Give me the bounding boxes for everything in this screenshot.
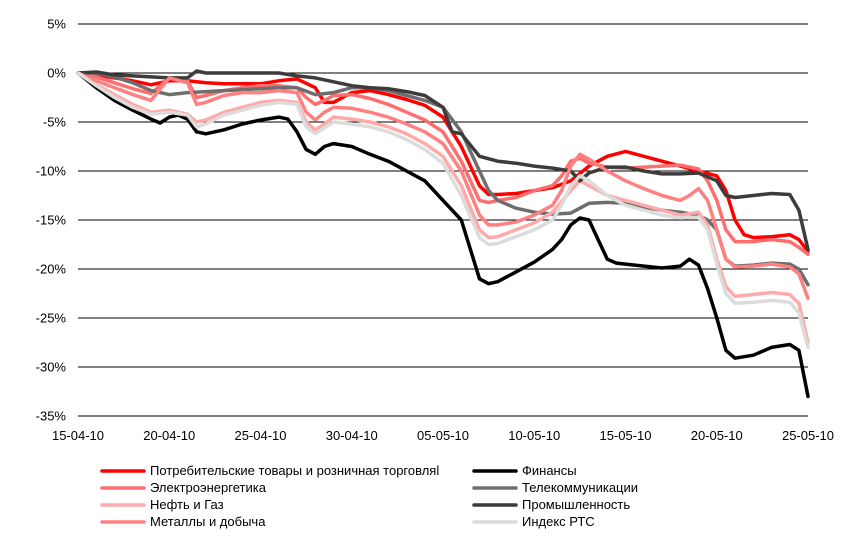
series-line-8	[76, 71, 810, 350]
x-tick-label: 25-05-10	[782, 428, 834, 443]
legend-item: Потребительские товары и розничная торго…	[100, 462, 439, 479]
legend-swatch	[472, 466, 518, 476]
series-line-5	[76, 71, 810, 345]
legend-label: Финансы	[522, 463, 577, 478]
legend-item: Телекоммуникации	[472, 479, 638, 496]
x-tick-label: 20-04-10	[143, 428, 195, 443]
series-lines	[76, 69, 810, 399]
y-axis-labels: 5% 0% -5% -10% -15% -20% -25% -30% -35%	[36, 17, 67, 424]
series-line-3	[76, 71, 810, 257]
legend-label: Индекс РТС	[522, 514, 595, 529]
line-chart: 5% 0% -5% -10% -15% -20% -25% -30% -35% 15-04-10…	[36, 17, 834, 444]
y-tick-label: -10%	[36, 164, 67, 179]
y-tick-label: 0%	[47, 66, 66, 81]
y-tick-label: -20%	[36, 262, 67, 277]
legend-label: Электроэнергетика	[150, 480, 266, 495]
legend-label: Телекоммуникации	[522, 480, 639, 495]
x-tick-label: 05-05-10	[417, 428, 469, 443]
x-tick-label: 30-04-10	[326, 428, 378, 443]
legend-item: Нефть и Газ	[100, 496, 224, 513]
y-tick-label: -15%	[36, 213, 67, 228]
x-tick-label: 15-04-10	[52, 428, 104, 443]
legend-label: Потребительские товары и розничная торго…	[150, 463, 440, 478]
y-tick-label: 5%	[47, 17, 66, 32]
legend-swatch	[472, 500, 518, 510]
series-line-2	[76, 71, 810, 399]
legend-item: Металлы и добыча	[100, 513, 265, 530]
y-tick-label: -25%	[36, 311, 67, 326]
legend-item: Электроэнергетика	[100, 479, 266, 496]
legend-swatch	[472, 517, 518, 527]
legend-label: Металлы и добыча	[150, 514, 266, 529]
x-tick-label: 10-05-10	[508, 428, 560, 443]
legend-swatch	[100, 500, 146, 510]
series-line-1	[76, 71, 810, 254]
legend-item: Финансы	[472, 462, 577, 479]
legend-item: Промышленность	[472, 496, 630, 513]
series-line-6	[76, 69, 810, 252]
series-line-4	[76, 71, 810, 287]
legend-label: Нефть и Газ	[150, 497, 224, 512]
x-axis-labels: 15-04-10 20-04-10 25-04-10 30-04-10 05-05-10…	[52, 428, 834, 443]
y-tick-label: -30%	[36, 360, 67, 375]
x-tick-label: 15-05-10	[599, 428, 651, 443]
legend-item: Индекс РТС	[472, 513, 595, 530]
legend-swatch	[100, 517, 146, 527]
legend-swatch	[100, 466, 146, 476]
legend-swatch	[100, 483, 146, 493]
x-tick-label: 25-04-10	[234, 428, 286, 443]
y-tick-label: -5%	[43, 115, 67, 130]
legend-swatch	[472, 483, 518, 493]
y-tick-label: -35%	[36, 409, 67, 424]
legend-label: Промышленность	[522, 497, 631, 512]
series-line-7	[76, 71, 810, 301]
x-tick-label: 20-05-10	[691, 428, 743, 443]
